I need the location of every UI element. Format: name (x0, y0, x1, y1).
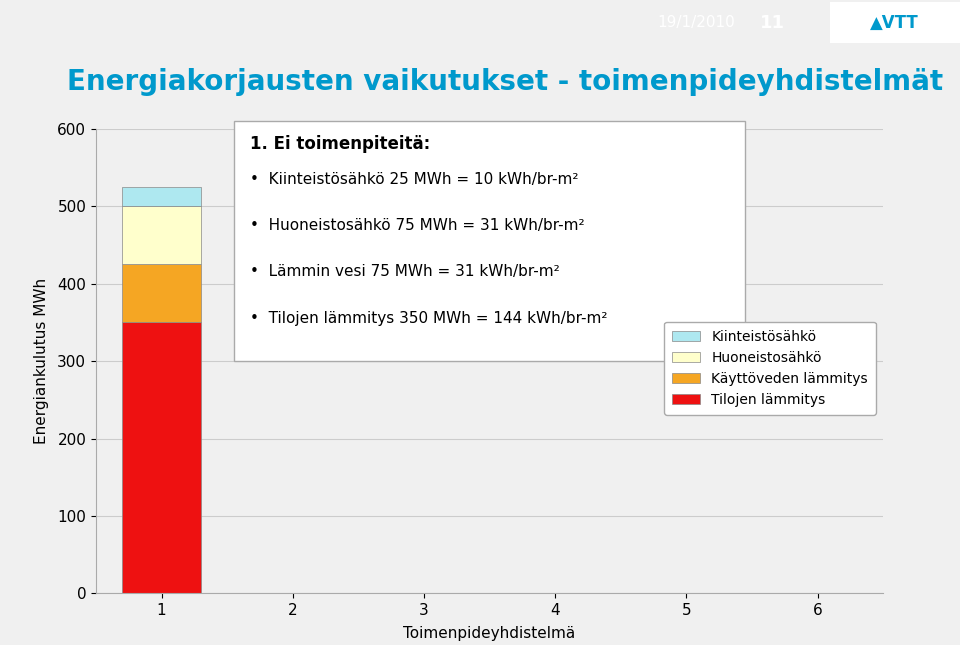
Text: •  Lämmin vesi 75 MWh = 31 kWh/br-m²: • Lämmin vesi 75 MWh = 31 kWh/br-m² (250, 264, 560, 279)
Text: •  Tilojen lämmitys 350 MWh = 144 kWh/br-m²: • Tilojen lämmitys 350 MWh = 144 kWh/br-… (250, 311, 607, 326)
Text: 11: 11 (760, 14, 785, 32)
Text: 1. Ei toimenpiteitä:: 1. Ei toimenpiteitä: (250, 135, 430, 154)
Text: •  Huoneistosähkö 75 MWh = 31 kWh/br-m²: • Huoneistosähkö 75 MWh = 31 kWh/br-m² (250, 218, 584, 233)
Text: Energiakorjausten vaikutukset - toimenpideyhdistelmät: Energiakorjausten vaikutukset - toimenpi… (67, 68, 944, 95)
Text: ▲VTT: ▲VTT (871, 14, 919, 32)
Text: •  Kiinteistösähkö 25 MWh = 10 kWh/br-m²: • Kiinteistösähkö 25 MWh = 10 kWh/br-m² (250, 172, 578, 186)
Legend: Kiinteistösähkö, Huoneistosähkö, Käyttöveden lämmitys, Tilojen lämmitys: Kiinteistösähkö, Huoneistosähkö, Käyttöv… (664, 322, 876, 415)
Text: 19/1/2010: 19/1/2010 (658, 15, 734, 30)
Y-axis label: Energiankulutus MWh: Energiankulutus MWh (34, 278, 49, 444)
FancyBboxPatch shape (234, 121, 745, 361)
Bar (830, 2, 960, 43)
Bar (122, 264, 201, 322)
Bar (122, 206, 201, 264)
X-axis label: Toimenpideyhdistelmä: Toimenpideyhdistelmä (403, 626, 576, 642)
Bar (122, 322, 201, 593)
Bar (122, 187, 201, 206)
